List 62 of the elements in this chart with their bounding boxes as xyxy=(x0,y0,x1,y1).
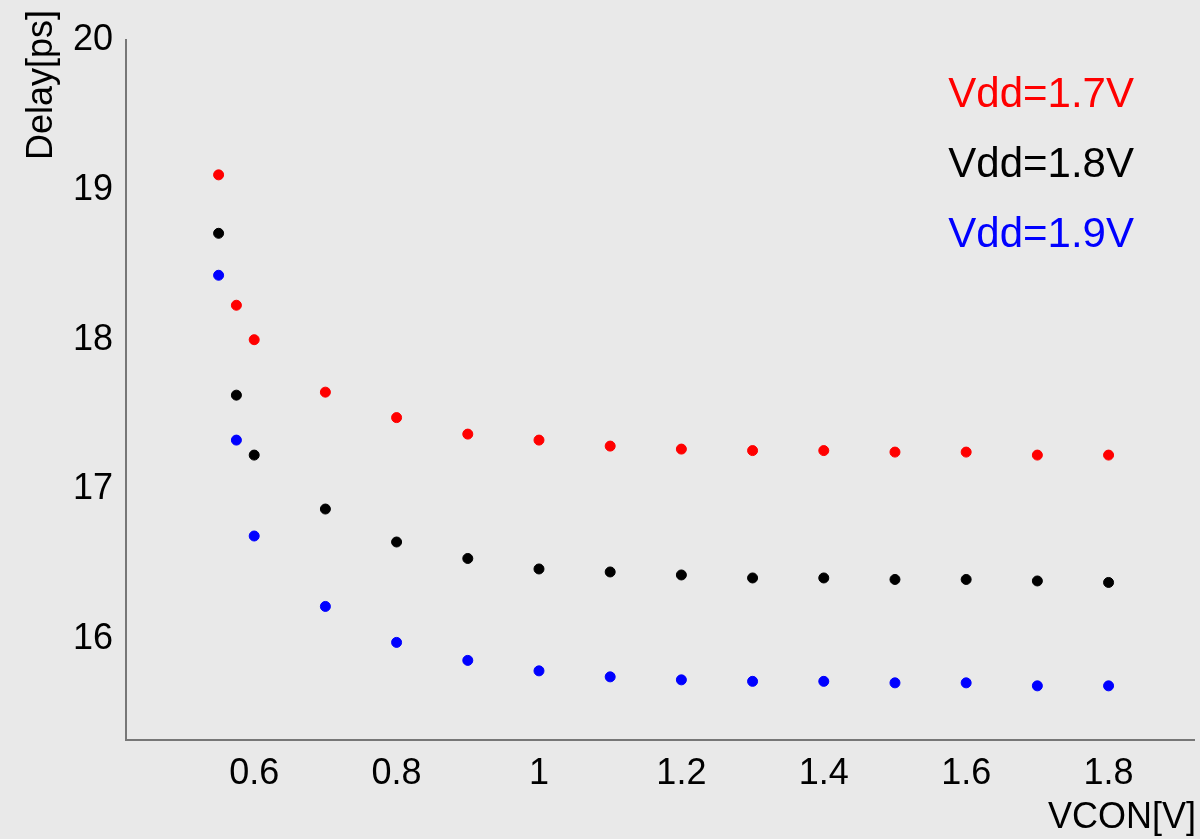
text: Vdd=1.8V xyxy=(948,138,1134,186)
point xyxy=(675,674,687,686)
point xyxy=(213,269,225,281)
point xyxy=(462,654,474,666)
point xyxy=(604,671,616,683)
point xyxy=(230,434,242,446)
point xyxy=(213,169,225,181)
point xyxy=(675,569,687,581)
point xyxy=(1103,449,1115,461)
point xyxy=(462,428,474,440)
point xyxy=(960,446,972,458)
point xyxy=(248,334,260,346)
point xyxy=(248,449,260,461)
point xyxy=(604,566,616,578)
x-tick-label: 1.6 xyxy=(941,751,992,793)
point xyxy=(889,677,901,689)
point xyxy=(533,665,545,677)
point xyxy=(391,412,403,424)
x-tick-label: 0.8 xyxy=(371,751,422,793)
point xyxy=(1103,576,1115,588)
point xyxy=(533,563,545,575)
point xyxy=(747,675,759,687)
y-axis-title: Delay[ps] xyxy=(18,10,60,161)
x-tick-label: 1.2 xyxy=(656,751,707,793)
point xyxy=(248,530,260,542)
point xyxy=(533,434,545,446)
point xyxy=(889,573,901,585)
point xyxy=(818,572,830,584)
point xyxy=(1103,680,1115,692)
point xyxy=(1031,449,1043,461)
text: Vdd=1.7V xyxy=(948,68,1134,116)
point xyxy=(462,552,474,564)
point xyxy=(747,572,759,584)
point xyxy=(1031,575,1043,587)
point xyxy=(230,299,242,311)
text: Vdd=1.9V xyxy=(948,208,1134,256)
x-tick-label: 0.6 xyxy=(229,751,280,793)
x-tick-label: 1.8 xyxy=(1083,751,1134,793)
point xyxy=(675,443,687,455)
point xyxy=(1031,680,1043,692)
x-axis-title: VCON[V] xyxy=(1047,794,1196,836)
point xyxy=(230,389,242,401)
x-tick-label: 1 xyxy=(528,751,549,793)
point xyxy=(747,445,759,457)
point xyxy=(960,677,972,689)
point xyxy=(604,440,616,452)
y-tick-label: 19 xyxy=(73,166,114,208)
y-tick-label: 17 xyxy=(73,466,114,508)
point xyxy=(319,386,331,398)
point xyxy=(213,227,225,239)
y-tick-label: 18 xyxy=(73,316,114,358)
y-tick-label: 20 xyxy=(73,16,114,58)
point xyxy=(818,675,830,687)
y-tick-label: 16 xyxy=(73,616,114,658)
point xyxy=(889,446,901,458)
x-tick-label: 1.4 xyxy=(798,751,849,793)
point xyxy=(319,503,331,515)
point xyxy=(960,573,972,585)
point xyxy=(391,536,403,548)
point xyxy=(319,600,331,612)
point xyxy=(818,445,830,457)
point xyxy=(391,636,403,648)
